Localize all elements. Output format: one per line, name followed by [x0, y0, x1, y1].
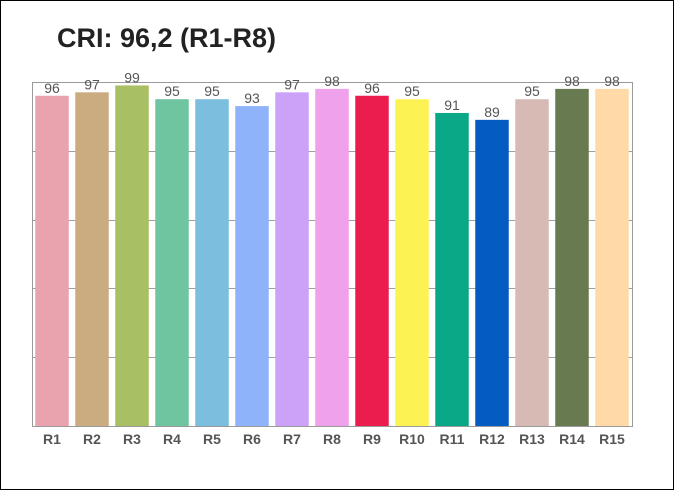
data-label: 99 [124, 69, 140, 85]
data-label: 98 [604, 73, 620, 89]
x-tick-label: R6 [243, 431, 261, 447]
x-tick-label: R10 [399, 431, 425, 447]
x-tick-label: R12 [479, 431, 505, 447]
x-tick-label: R1 [43, 431, 61, 447]
x-tick-label: R3 [123, 431, 141, 447]
x-tick-label: R15 [599, 431, 625, 447]
bar [595, 88, 629, 426]
data-label: 89 [484, 104, 500, 120]
bar [195, 99, 229, 426]
bar [355, 95, 389, 426]
data-label: 96 [44, 80, 60, 96]
bar [515, 99, 549, 426]
bar [235, 106, 269, 426]
data-label: 98 [564, 73, 580, 89]
x-tick-label: R9 [363, 431, 381, 447]
x-tick-label: R14 [559, 431, 585, 447]
x-tick-label: R2 [83, 431, 101, 447]
x-tick-label: R11 [440, 431, 465, 447]
bar [75, 92, 109, 426]
data-label: 97 [284, 76, 300, 92]
data-label: 95 [524, 83, 540, 99]
plot-area-border [32, 82, 633, 427]
x-tick-label: R13 [519, 431, 545, 447]
bar [155, 99, 189, 426]
bar [275, 92, 309, 426]
x-tick-label: R7 [283, 431, 301, 447]
data-label: 98 [324, 73, 340, 89]
data-label: 96 [364, 80, 380, 96]
data-label: 91 [444, 97, 460, 113]
bar [395, 99, 429, 426]
bar [555, 88, 589, 426]
bar [35, 95, 69, 426]
data-label: 95 [204, 83, 220, 99]
bar [115, 85, 149, 426]
bar [315, 88, 349, 426]
x-tick-label: R5 [203, 431, 221, 447]
bar [475, 119, 509, 426]
x-tick-label: R8 [323, 431, 341, 447]
data-label: 97 [84, 76, 100, 92]
chart-title: CRI: 96,2 (R1-R8) [57, 23, 277, 53]
data-label: 93 [244, 90, 260, 106]
data-label: 95 [164, 83, 180, 99]
bar [435, 112, 469, 427]
data-label: 95 [404, 83, 420, 99]
x-tick-label: R4 [163, 431, 181, 447]
